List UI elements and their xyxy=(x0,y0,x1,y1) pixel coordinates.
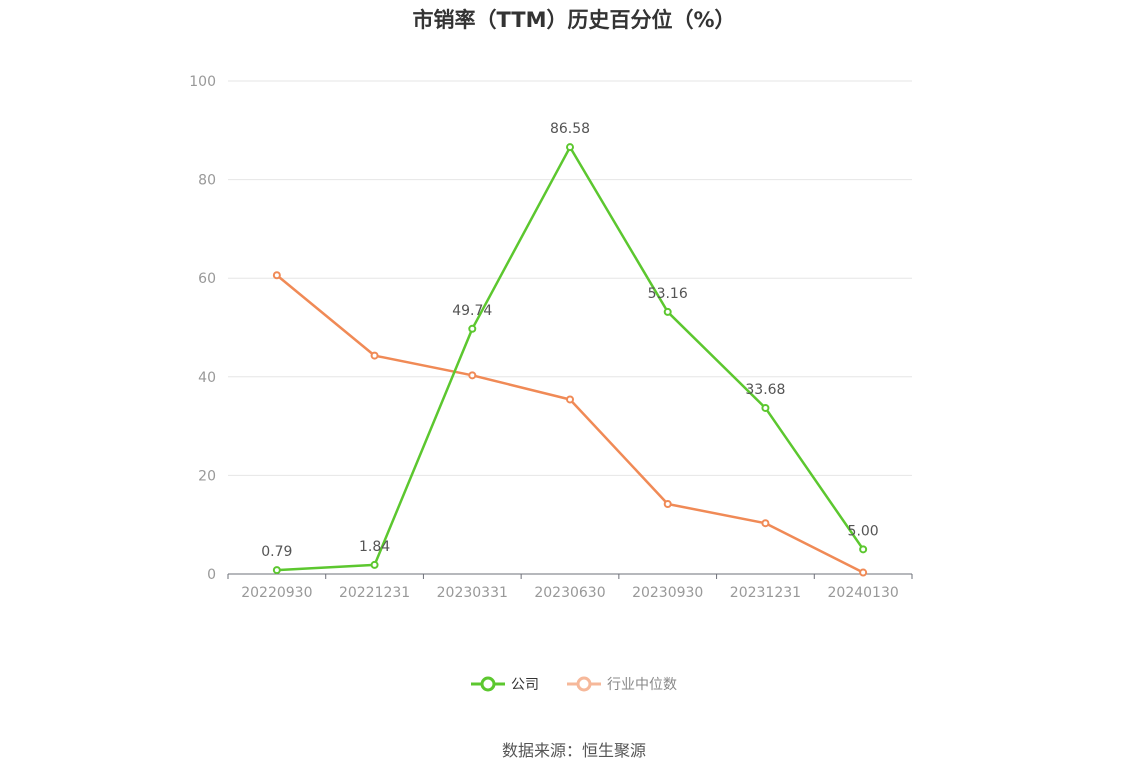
y-axis: 0 20 40 60 80 100 xyxy=(189,74,216,583)
data-label: 33.68 xyxy=(745,382,785,398)
data-point[interactable] xyxy=(566,395,574,404)
data-point[interactable] xyxy=(370,351,379,360)
x-tick-label: 20230930 xyxy=(632,585,703,601)
y-tick-label: 40 xyxy=(198,370,216,386)
series-layer xyxy=(272,143,868,577)
chart-title: 市销率（TTM）历史百分位（%） xyxy=(412,8,736,32)
legend-industry-icon xyxy=(567,676,601,692)
data-point[interactable] xyxy=(566,143,574,152)
data-point[interactable] xyxy=(663,499,672,508)
y-tick-label: 20 xyxy=(198,468,216,484)
x-tick-label: 20230630 xyxy=(534,585,605,601)
y-tick-label: 0 xyxy=(207,567,216,583)
y-tick-label: 60 xyxy=(198,271,216,287)
data-point[interactable] xyxy=(468,371,477,380)
y-tick-label: 80 xyxy=(198,173,216,189)
legend-industry-label: 行业中位数 xyxy=(607,677,677,693)
x-tick-label: 20221231 xyxy=(339,585,410,601)
x-tick-label: 20230331 xyxy=(437,585,508,601)
data-point[interactable] xyxy=(859,568,868,577)
data-point[interactable] xyxy=(761,403,770,412)
legend-company-icon xyxy=(471,676,505,692)
y-tick-label: 100 xyxy=(189,74,216,90)
data-point[interactable] xyxy=(468,324,477,333)
grid-lines xyxy=(228,80,912,476)
data-label: 86.58 xyxy=(550,121,590,137)
data-label: 5.00 xyxy=(848,523,879,539)
legend-item-industry-median[interactable]: 行业中位数 xyxy=(567,674,677,694)
x-tick-label: 20220930 xyxy=(241,585,312,601)
data-point[interactable] xyxy=(761,519,770,528)
x-tick-label: 20231231 xyxy=(730,585,801,601)
data-point[interactable] xyxy=(272,271,281,280)
legend: 公司 行业中位数 xyxy=(0,674,1148,694)
data-point[interactable] xyxy=(370,560,379,569)
data-point[interactable] xyxy=(859,545,868,554)
data-labels: 0.79 1.84 49.74 86.58 53.16 33.68 5.00 xyxy=(261,121,878,560)
data-point[interactable] xyxy=(272,566,281,575)
data-label: 53.16 xyxy=(648,286,688,302)
data-label: 0.79 xyxy=(261,544,292,560)
data-point[interactable] xyxy=(663,307,672,316)
x-tick-label: 20240130 xyxy=(828,585,899,601)
x-axis: 20220930 20221231 20230331 20230630 20230930… xyxy=(227,573,913,601)
data-label: 49.74 xyxy=(452,303,492,319)
series-line-0 xyxy=(276,145,865,572)
legend-company-label: 公司 xyxy=(511,677,539,693)
legend-item-company[interactable]: 公司 xyxy=(471,674,539,694)
data-label: 1.84 xyxy=(359,539,390,555)
data-source: 数据来源：恒生聚源 xyxy=(501,741,646,760)
